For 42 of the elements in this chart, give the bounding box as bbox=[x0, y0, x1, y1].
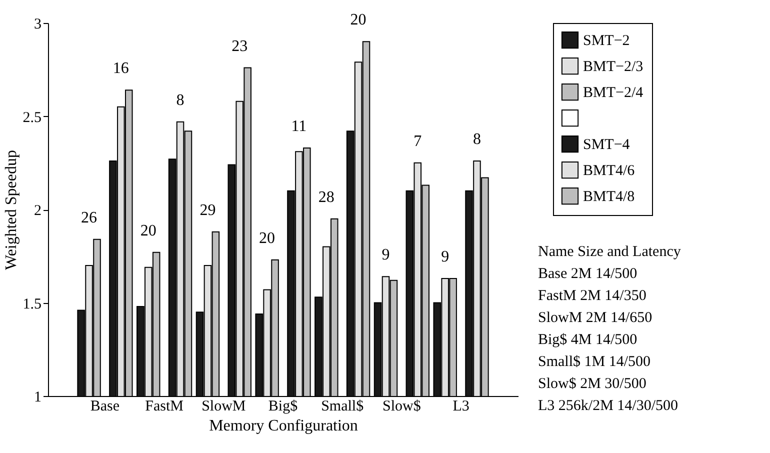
y-tick-label: 3 bbox=[34, 16, 42, 32]
y-axis-title: Weighted Speedup bbox=[2, 150, 20, 270]
text: Big$ 4M 14/500 bbox=[538, 332, 638, 348]
annotation: 20 bbox=[350, 12, 366, 29]
annotation: 8 bbox=[472, 131, 481, 148]
legend-label: BMT4/8 bbox=[583, 189, 635, 205]
text: L3 256k/2M 14/30/500 bbox=[538, 398, 678, 414]
x-tick-label: Slow$ bbox=[382, 398, 422, 414]
y-tick-label: 2.5 bbox=[22, 110, 42, 126]
annotation: 29 bbox=[200, 202, 216, 219]
x-tick-label: Small$ bbox=[321, 398, 364, 414]
legend-label: BMT4/6 bbox=[583, 163, 636, 179]
text: SlowM 2M 14/650 bbox=[538, 310, 652, 326]
annotation: 20 bbox=[140, 222, 156, 240]
x-tick-label: SlowM bbox=[202, 398, 246, 414]
text: Name Size and Latency bbox=[538, 244, 681, 260]
annotation: 11 bbox=[291, 118, 307, 135]
y-tick-label: 1.5 bbox=[22, 296, 42, 312]
text: Base 2M 14/500 bbox=[538, 266, 638, 282]
annotation: 23 bbox=[232, 38, 248, 55]
annotation: 9 bbox=[382, 246, 390, 264]
legend-label: BMT−2/3 bbox=[583, 59, 644, 75]
annotation: 20 bbox=[259, 230, 276, 247]
text: Slow$ 2M 30/500 bbox=[538, 376, 646, 392]
text: Small$ 1M 14/500 bbox=[538, 354, 651, 370]
annotation: 28 bbox=[318, 188, 334, 206]
x-tick-label: Base bbox=[90, 398, 120, 414]
annotation: 8 bbox=[176, 92, 184, 109]
y-tick-label: 2 bbox=[34, 203, 42, 219]
x-tick-label: Big$ bbox=[268, 398, 298, 414]
legend-label: BMT−2/4 bbox=[583, 85, 644, 101]
x-tick-label: FastM bbox=[145, 398, 184, 414]
annotation: 7 bbox=[414, 132, 422, 150]
x-axis-title: Memory Configuration bbox=[209, 418, 358, 434]
text: FastM 2M 14/350 bbox=[538, 288, 646, 304]
legend-label: SMT−4 bbox=[583, 137, 630, 153]
legend-label: SMT−2 bbox=[583, 33, 630, 49]
annotation: 16 bbox=[112, 60, 129, 78]
x-tick-label: L3 bbox=[452, 398, 470, 414]
y-tick-label: 1 bbox=[34, 390, 42, 406]
annotation: 26 bbox=[81, 209, 98, 226]
annotation: 9 bbox=[441, 248, 450, 266]
